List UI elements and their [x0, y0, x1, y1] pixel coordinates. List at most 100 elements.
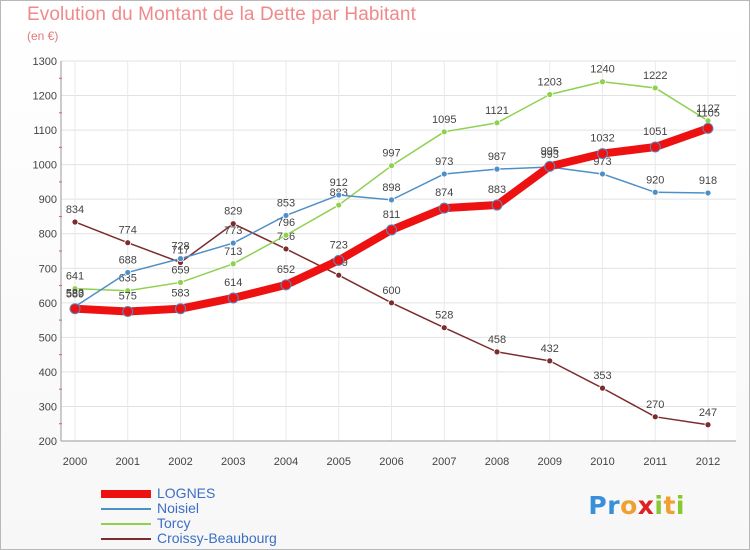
- data-label-noisiel: 973: [593, 156, 611, 168]
- x-tick-label: 2004: [274, 456, 298, 468]
- x-tick-label: 2001: [116, 456, 140, 468]
- y-tick-label: 300: [39, 401, 57, 413]
- chart-title: Evolution du Montant de la Dette par Hab…: [27, 4, 416, 25]
- data-label-croissy-beaubourg: 774: [119, 225, 137, 237]
- data-label-noisiel: 987: [488, 151, 506, 163]
- legend: LOGNES Noisiel Torcy Croissy-Beaubourg: [101, 486, 277, 546]
- logo-letter: i: [675, 491, 685, 520]
- legend-item-torcy: Torcy: [101, 516, 277, 531]
- y-tick-label: 500: [39, 332, 57, 344]
- data-label-croissy-beaubourg: 270: [646, 399, 664, 411]
- data-label-torcy: 1095: [432, 114, 456, 126]
- data-label-lognes: 1051: [643, 126, 667, 138]
- data-label-lognes: 874: [435, 187, 453, 199]
- data-point-torcy: [440, 128, 448, 136]
- logo-letter: x: [637, 491, 655, 520]
- data-label-croissy-beaubourg: 353: [593, 370, 611, 382]
- x-tick-label: 2003: [221, 456, 245, 468]
- data-label-torcy: 1222: [643, 70, 667, 82]
- data-label-noisiel: 728: [171, 241, 189, 253]
- legend-swatch-torcy: [101, 522, 151, 525]
- data-label-torcy: 1240: [590, 64, 614, 76]
- y-tick-label: 1300: [33, 56, 57, 68]
- data-point-torcy: [124, 287, 132, 295]
- data-label-torcy: 713: [224, 246, 242, 258]
- y-tick-label: 1000: [33, 160, 57, 172]
- data-label-noisiel: 918: [699, 175, 717, 187]
- data-label-noisiel: 993: [541, 149, 559, 161]
- data-point-lognes: [702, 122, 714, 134]
- legend-swatch-noisiel: [101, 507, 151, 510]
- data-point-lognes: [227, 292, 239, 304]
- data-label-lognes: 583: [66, 288, 84, 300]
- x-tick-label: 2007: [432, 456, 456, 468]
- legend-label-noisiel: Noisiel: [157, 500, 200, 516]
- x-tick-label: 2011: [643, 456, 667, 468]
- data-point-torcy: [651, 84, 659, 92]
- data-label-croissy-beaubourg: 829: [224, 206, 242, 218]
- x-tick-label: 2002: [168, 456, 192, 468]
- data-label-noisiel: 898: [382, 182, 400, 194]
- legend-item-noisiel: Noisiel: [101, 501, 277, 516]
- data-point-lognes: [333, 254, 345, 266]
- data-label-croissy-beaubourg: 432: [541, 343, 559, 355]
- data-point-noisiel: [651, 188, 659, 196]
- data-label-torcy: 1127: [696, 103, 720, 115]
- data-label-lognes: 583: [171, 288, 189, 300]
- data-point-noisiel: [493, 165, 501, 173]
- data-point-torcy: [493, 119, 501, 127]
- data-point-noisiel: [440, 170, 448, 178]
- data-label-lognes: 652: [277, 264, 295, 276]
- data-label-croissy-beaubourg: 458: [488, 334, 506, 346]
- data-point-torcy: [388, 162, 395, 170]
- data-label-noisiel: 912: [330, 177, 348, 189]
- data-point-lognes: [69, 303, 81, 315]
- x-tick-label: 2000: [63, 456, 87, 468]
- data-label-torcy: 641: [66, 271, 84, 283]
- data-point-croissy-beaubourg: [599, 384, 606, 392]
- x-tick-label: 2012: [696, 456, 720, 468]
- data-point-lognes: [438, 202, 450, 214]
- data-label-croissy-beaubourg: 528: [435, 310, 453, 322]
- data-point-croissy-beaubourg: [124, 239, 132, 247]
- data-point-lognes: [597, 148, 608, 160]
- data-label-noisiel: 973: [435, 156, 453, 168]
- y-tick-label: 400: [39, 367, 57, 379]
- data-label-noisiel: 589: [66, 289, 84, 301]
- data-label-lognes: 575: [119, 290, 137, 302]
- data-point-lognes: [491, 199, 503, 211]
- y-tick-label: 1200: [33, 91, 57, 103]
- legend-label-croissy-beaubourg: Croissy-Beaubourg: [157, 530, 277, 546]
- data-point-noisiel: [124, 269, 132, 276]
- data-point-lognes: [122, 305, 134, 317]
- data-label-lognes: 883: [488, 184, 506, 196]
- chart-subtitle: (en €): [27, 29, 59, 43]
- legend-swatch-croissy-beaubourg: [101, 537, 151, 540]
- x-tick-label: 2010: [590, 456, 614, 468]
- data-point-croissy-beaubourg: [704, 421, 712, 429]
- data-point-torcy: [282, 231, 290, 239]
- data-label-lognes: 614: [224, 277, 242, 289]
- legend-label-torcy: Torcy: [157, 515, 191, 531]
- data-label-noisiel: 688: [119, 254, 137, 266]
- data-point-lognes: [649, 141, 661, 153]
- data-label-noisiel: 853: [277, 197, 295, 209]
- data-point-noisiel: [388, 196, 395, 204]
- data-point-croissy-beaubourg: [71, 218, 79, 226]
- data-point-noisiel: [229, 239, 237, 247]
- data-point-noisiel: [282, 212, 290, 219]
- y-tick-label: 1100: [33, 125, 57, 137]
- legend-item-croissy-beaubourg: Croissy-Beaubourg: [101, 531, 277, 546]
- data-label-lognes: 723: [330, 239, 348, 251]
- data-label-lognes: 1105: [696, 107, 720, 119]
- y-tick-label: 800: [39, 229, 57, 241]
- data-point-lognes: [544, 160, 556, 172]
- data-label-croissy-beaubourg: 600: [382, 285, 400, 297]
- data-label-noisiel: 920: [646, 174, 664, 186]
- data-point-lognes: [175, 303, 186, 315]
- data-point-croissy-beaubourg: [440, 324, 448, 332]
- x-tick-label: 2005: [327, 456, 351, 468]
- data-label-lognes: 811: [383, 209, 401, 221]
- logo-letter: i: [654, 491, 664, 520]
- y-tick-label: 700: [39, 263, 57, 275]
